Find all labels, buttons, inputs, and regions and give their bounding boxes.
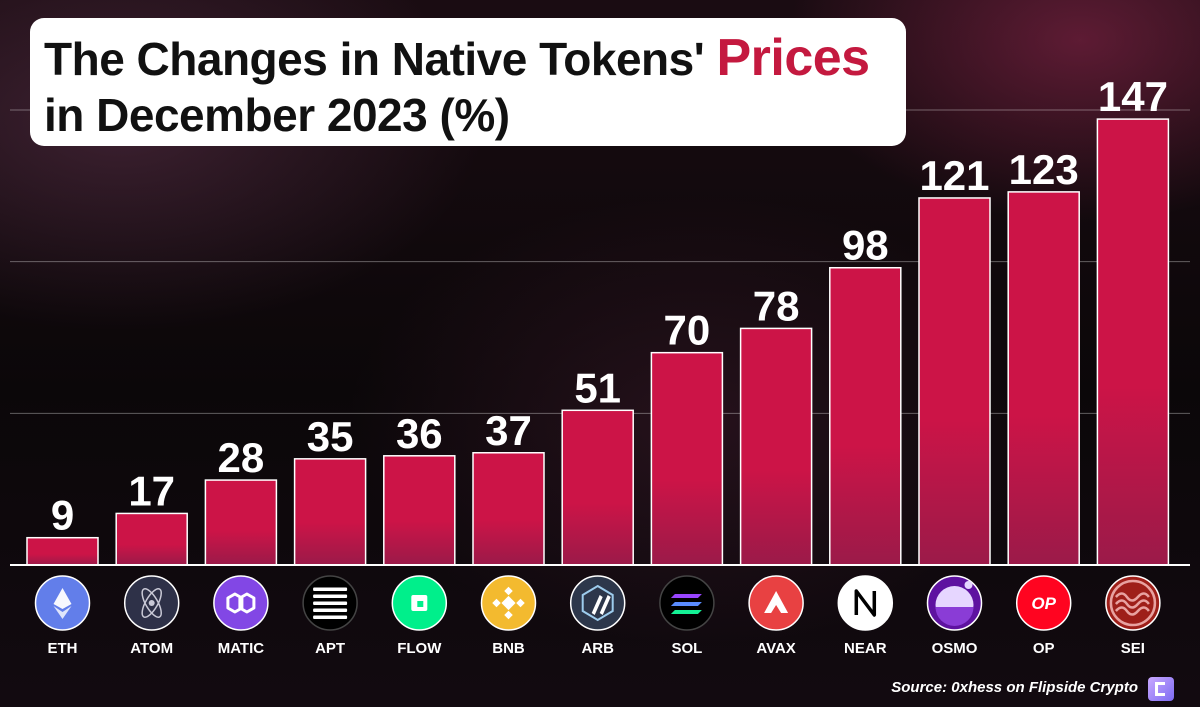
data-label-atom: 17 xyxy=(128,467,175,514)
bar-apt xyxy=(293,458,367,566)
tick-label-bnb: BNB xyxy=(492,640,525,657)
data-label-eth: 9 xyxy=(51,492,74,539)
bar-sei xyxy=(1096,118,1170,566)
bnb-icon xyxy=(480,575,537,631)
osmosis-icon xyxy=(926,575,983,631)
tick-label-osmo: OSMO xyxy=(932,640,978,657)
bar-avax xyxy=(739,327,813,566)
data-label-sol: 70 xyxy=(664,307,711,354)
tick-label-matic: MATIC xyxy=(218,640,265,657)
data-label-sei: 147 xyxy=(1098,73,1168,120)
flipside-logo-icon xyxy=(1148,677,1174,701)
avalanche-icon xyxy=(748,575,804,631)
near-icon xyxy=(837,575,894,631)
data-label-op: 123 xyxy=(1009,146,1079,193)
tick-label-op: OP xyxy=(1033,640,1055,657)
x-tick-labels: ETH ATOM MATIC APT FLOW BNB ARB SOL AVAX NEAR OSMO… xyxy=(48,640,1145,657)
sei-icon xyxy=(1105,575,1161,631)
tick-label-atom: ATOM xyxy=(130,640,173,657)
bar-op xyxy=(1007,191,1080,566)
bar-osmo xyxy=(918,197,991,566)
tick-label-near: NEAR xyxy=(844,640,887,657)
data-label-apt: 35 xyxy=(307,413,354,460)
tick-label-sol: SOL xyxy=(671,640,702,657)
polygon-icon xyxy=(213,575,269,631)
bar-matic xyxy=(204,479,278,566)
bar-arb xyxy=(561,409,634,566)
svg-text:OP: OP xyxy=(1031,594,1056,613)
bar-atom xyxy=(115,512,188,566)
data-label-flow: 36 xyxy=(396,410,443,457)
solana-icon xyxy=(659,575,715,631)
aptos-icon xyxy=(302,575,358,631)
bar-near xyxy=(829,266,902,566)
tick-label-flow: FLOW xyxy=(397,640,442,657)
data-label-matic: 28 xyxy=(218,434,265,481)
token-icons: OP xyxy=(34,575,1161,631)
tick-label-eth: ETH xyxy=(48,640,78,657)
tick-label-sei: SEI xyxy=(1121,640,1145,657)
bar-sol xyxy=(650,351,724,566)
bar-bnb xyxy=(472,452,545,566)
chart-title-prefix: The Changes in Native Tokens' xyxy=(44,33,705,85)
bars xyxy=(26,118,1170,566)
chart-title-line-1: The Changes in Native Tokens' Prices xyxy=(44,30,906,87)
tick-label-apt: APT xyxy=(315,640,345,657)
tick-label-avax: AVAX xyxy=(756,640,795,657)
arbitrum-icon xyxy=(569,575,626,631)
data-label-osmo: 121 xyxy=(919,152,989,199)
chart-title-accent: Prices xyxy=(716,29,870,87)
flow-icon xyxy=(391,575,448,631)
cosmos-icon xyxy=(123,575,180,631)
chart-title-line-2: in December 2023 (%) xyxy=(44,89,510,141)
data-labels: 9 17 28 35 36 37 51 70 78 98 121 123 147 xyxy=(51,73,1168,539)
bar-eth xyxy=(26,536,99,566)
tick-label-arb: ARB xyxy=(581,640,614,657)
optimism-icon: OP xyxy=(1015,575,1072,631)
data-label-near: 98 xyxy=(842,222,889,269)
source-note: Source: 0xhess on Flipside Crypto xyxy=(891,679,1138,696)
data-label-bnb: 37 xyxy=(485,407,532,454)
title-box: The Changes in Native Tokens' Prices in … xyxy=(30,18,906,146)
bar-flow xyxy=(383,455,456,566)
data-label-arb: 51 xyxy=(574,364,621,411)
data-label-avax: 78 xyxy=(753,282,800,329)
ethereum-icon xyxy=(34,575,91,631)
